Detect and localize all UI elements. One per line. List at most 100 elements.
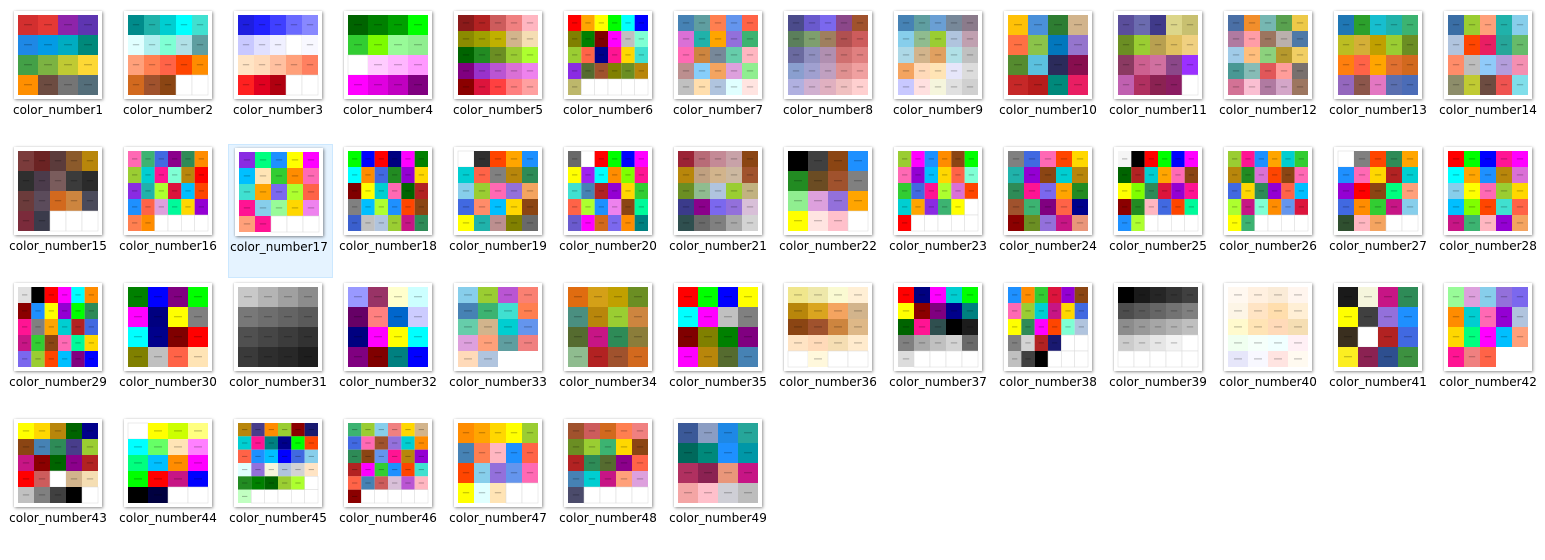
color-swatch (458, 167, 474, 183)
file-item[interactable]: color_number34 (558, 280, 663, 414)
swatch-hex-text (70, 430, 78, 432)
color-swatch (1056, 199, 1072, 215)
swatch-hex-text (1188, 158, 1194, 160)
swatch-hex-text (1342, 64, 1350, 66)
color-swatch (594, 151, 608, 167)
color-swatch (584, 439, 600, 455)
color-swatch (286, 15, 302, 35)
color-swatch (621, 31, 635, 47)
file-item[interactable]: color_number46 (338, 416, 443, 550)
file-item[interactable]: color_number48 (558, 416, 663, 550)
file-item[interactable]: color_number25 (1108, 144, 1213, 278)
color-swatch (1496, 287, 1512, 307)
file-item[interactable]: color_number32 (338, 280, 443, 414)
color-swatch (348, 436, 362, 450)
file-item[interactable]: color_number7 (668, 8, 773, 142)
color-swatch (1480, 183, 1496, 199)
color-swatch (600, 423, 616, 439)
color-swatch (1480, 151, 1496, 167)
file-item[interactable]: color_number44 (118, 416, 223, 550)
file-item[interactable]: color_number27 (1328, 144, 1433, 278)
file-item[interactable]: color_number30 (118, 280, 223, 414)
file-item[interactable]: color_number38 (998, 280, 1103, 414)
file-item[interactable]: color_number5 (448, 8, 553, 142)
file-item[interactable]: color_number19 (448, 144, 553, 278)
file-item[interactable]: color_number40 (1218, 280, 1323, 414)
color-swatch (616, 471, 632, 487)
swatch-hex-text (604, 462, 612, 464)
swatch-hex-text (510, 174, 518, 176)
file-item[interactable]: color_number14 (1438, 8, 1543, 142)
file-item[interactable]: color_number13 (1328, 8, 1433, 142)
file-item[interactable]: color_number36 (778, 280, 883, 414)
swatch-hex-text (526, 86, 534, 88)
image-thumbnail-icon (454, 283, 542, 371)
file-item[interactable]: color_number8 (778, 8, 883, 142)
file-item[interactable]: color_number49 (668, 416, 773, 550)
file-item[interactable]: color_number15 (8, 144, 113, 278)
file-item[interactable]: color_number26 (1218, 144, 1323, 278)
file-item[interactable]: color_number23 (888, 144, 993, 278)
file-item[interactable]: color_number41 (1328, 280, 1433, 414)
color-swatch (304, 449, 318, 463)
file-item[interactable]: color_number20 (558, 144, 663, 278)
file-item[interactable]: color_number6 (558, 8, 663, 142)
swatch-hex-text (730, 86, 738, 88)
file-item[interactable]: color_number12 (1218, 8, 1323, 142)
file-item[interactable]: color_number3 (228, 8, 333, 142)
file-item[interactable]: color_number45 (228, 416, 333, 550)
color-swatch (82, 171, 98, 191)
color-swatch (710, 31, 726, 47)
color-swatch (348, 307, 368, 327)
swatch-hex-text (1012, 174, 1020, 176)
file-item[interactable]: color_number43 (8, 416, 113, 550)
color-swatch (828, 171, 848, 191)
file-item[interactable]: color_number2 (118, 8, 223, 142)
color-swatch (678, 63, 694, 79)
swatch-hex-text (44, 64, 52, 66)
swatch-hex-text (814, 326, 822, 328)
color-swatch (506, 47, 522, 63)
color-swatch (34, 151, 50, 171)
file-item[interactable]: color_number9 (888, 8, 993, 142)
file-item[interactable]: color_number33 (448, 280, 553, 414)
color-swatch (594, 199, 608, 215)
swatch-hex-text (1406, 158, 1414, 160)
file-item[interactable]: color_number21 (668, 144, 773, 278)
file-item[interactable]: color_number39 (1108, 280, 1213, 414)
swatch-hex-text (1025, 342, 1031, 344)
file-item[interactable]: color_number24 (998, 144, 1103, 278)
color-swatch (1378, 327, 1398, 347)
color-swatch (58, 75, 78, 95)
palette-preview (678, 15, 758, 95)
file-item[interactable]: color_number10 (998, 8, 1103, 142)
swatch-hex-text (1358, 24, 1366, 26)
file-item[interactable]: color_number28 (1438, 144, 1543, 278)
swatch-hex-text (1044, 158, 1052, 160)
image-thumbnail-icon (1114, 283, 1202, 371)
file-item[interactable]: color_number18 (338, 144, 443, 278)
swatch-hex-text (244, 296, 252, 298)
file-item[interactable]: color_number35 (668, 280, 773, 414)
color-swatch (788, 303, 808, 319)
file-item[interactable]: color_number22 (778, 144, 883, 278)
swatch-hex-text (365, 158, 371, 160)
file-item[interactable]: color_number29 (8, 280, 113, 414)
file-item[interactable]: color_number37 (888, 280, 993, 414)
color-swatch (18, 35, 38, 55)
file-item[interactable]: color_number31 (228, 280, 333, 414)
color-swatch (808, 303, 828, 319)
file-item[interactable]: color_number17 (228, 144, 333, 278)
swatch-hex-text (1285, 206, 1291, 208)
file-item[interactable]: color_number16 (118, 144, 223, 278)
color-swatch (1131, 183, 1145, 199)
swatch-hex-text (698, 38, 706, 40)
file-item[interactable]: color_number11 (1108, 8, 1213, 142)
color-swatch (82, 423, 98, 439)
color-swatch (522, 199, 538, 215)
color-swatch (458, 199, 474, 215)
file-item[interactable]: color_number47 (448, 416, 553, 550)
file-item[interactable]: color_number42 (1438, 280, 1543, 414)
file-item[interactable]: color_number1 (8, 8, 113, 142)
file-item[interactable]: color_number4 (338, 8, 443, 142)
